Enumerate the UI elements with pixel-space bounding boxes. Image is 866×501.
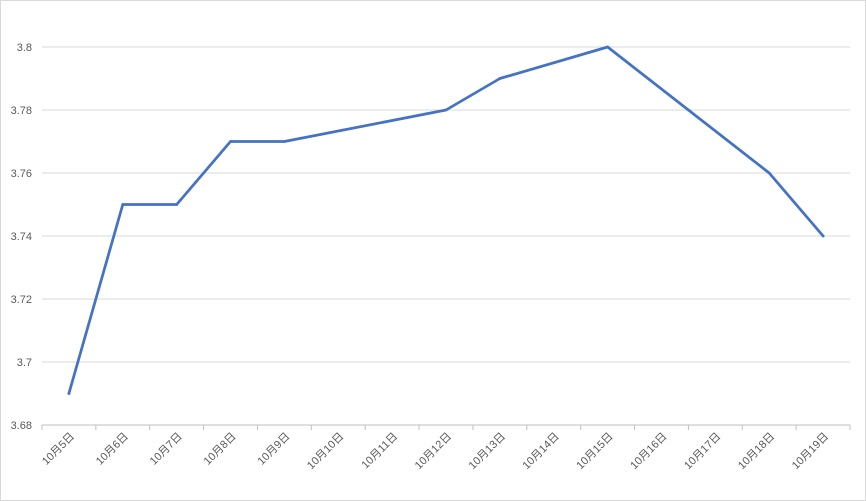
series-layer bbox=[67, 45, 825, 395]
x-axis-tick-labels: 10月5日 10月6日 10月7日 10月8日 10月9日 10月10日 10月11日 10月… bbox=[40, 431, 831, 472]
data-point bbox=[121, 203, 125, 206]
y-tick-label: 3.72 bbox=[11, 294, 32, 306]
series-line-0 bbox=[67, 45, 825, 395]
x-tick-label: 10月11日 bbox=[359, 431, 400, 472]
x-tick-label: 10月13日 bbox=[467, 431, 508, 472]
x-axis bbox=[41, 424, 851, 430]
x-tick-label: 10月5日 bbox=[40, 431, 77, 468]
data-point bbox=[498, 77, 502, 80]
x-tick-label: 10月9日 bbox=[255, 431, 292, 468]
data-point bbox=[67, 392, 71, 395]
x-tick-label: 10月19日 bbox=[790, 431, 831, 472]
x-tick-label: 10月6日 bbox=[94, 431, 131, 468]
data-point bbox=[444, 108, 448, 112]
y-tick-label: 3.78 bbox=[11, 105, 32, 117]
y-tick-label: 3.76 bbox=[11, 168, 32, 180]
x-tick-label: 10月8日 bbox=[202, 431, 239, 468]
data-point bbox=[283, 140, 286, 143]
x-tick-label: 10月17日 bbox=[682, 431, 723, 472]
data-point bbox=[175, 203, 179, 206]
y-tick-label: 3.8 bbox=[17, 42, 32, 54]
y-axis-tick-labels: 3.68 3.7 3.72 3.74 3.76 3.78 3.8 bbox=[11, 42, 32, 432]
x-tick-label: 10月16日 bbox=[628, 431, 669, 472]
data-point bbox=[606, 45, 609, 49]
x-tick-label: 10月15日 bbox=[574, 431, 615, 472]
data-point bbox=[767, 171, 771, 175]
x-tick-label: 10月12日 bbox=[413, 431, 454, 472]
data-point bbox=[821, 234, 825, 238]
data-point bbox=[229, 140, 232, 143]
x-tick-label: 10月18日 bbox=[736, 431, 777, 472]
y-tick-label: 3.74 bbox=[11, 231, 32, 243]
x-tick-label: 10月10日 bbox=[305, 431, 346, 472]
y-tick-label: 3.7 bbox=[17, 357, 32, 369]
y-tick-label: 3.68 bbox=[11, 420, 32, 432]
x-tick-label: 10月14日 bbox=[520, 431, 561, 472]
x-tick-label: 10月7日 bbox=[148, 431, 185, 468]
